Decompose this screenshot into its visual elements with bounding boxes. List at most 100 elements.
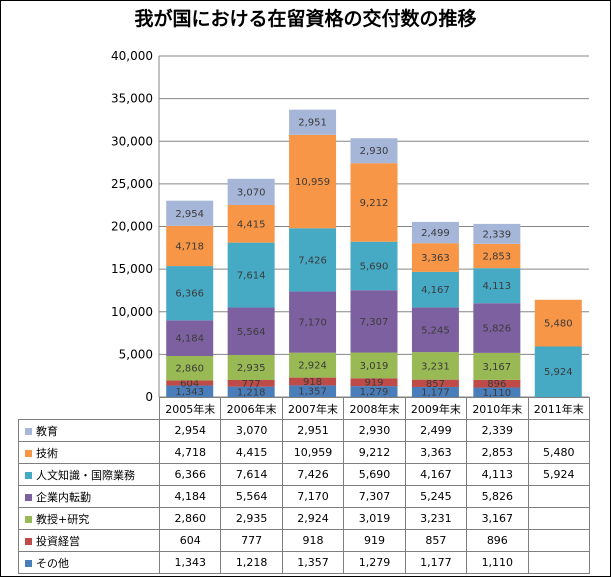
table-cell: 1,218 [220,551,283,574]
data-label: 896 [487,379,506,390]
table-row: 人文知識・国際業務 6,366 7,614 7,426 5,690 4,167 4,113 5… [18,463,590,486]
table-cell: 2,930 [343,419,406,442]
data-label: 1,177 [421,387,450,398]
table-cell: 1,279 [343,551,406,574]
data-label: 2,951 [298,118,327,129]
table-cell: 7,614 [220,463,283,486]
y-tick-label: 0 [145,390,153,404]
bar-segment [411,379,459,387]
data-label: 4,167 [421,285,450,296]
bar-segment [227,242,275,308]
bar-segment [166,356,214,381]
table-cell: 3,231 [404,507,468,530]
bar-segment [227,354,275,380]
bar-segment [473,243,521,269]
data-label: 3,167 [483,362,512,373]
legend-label: 教授+研究 [36,512,90,526]
bar-segment [411,271,459,308]
data-label: 7,307 [360,317,389,328]
bar-segment [473,268,521,304]
table-cell [527,419,590,442]
table-cell: 4,184 [158,485,222,508]
bar-segment [227,379,275,387]
table-cell: 5,924 [527,463,590,486]
data-label: 4,184 [175,334,204,345]
y-tick-label: 15,000 [111,262,153,276]
data-label: 4,718 [175,241,204,252]
bar-segment [289,352,337,378]
bar-segment [411,221,459,244]
table-header-row: 2005年末 2006年末 2007年末 2008年末 2009年末 2010年末 2011… [18,397,590,420]
legend-swatch [25,428,32,435]
data-label: 3,363 [421,253,450,264]
table-cell: 5,564 [220,485,283,508]
data-label: 2,935 [237,363,266,374]
table-cell: 9,212 [343,441,406,464]
legend-entry: 人文知識・国際業務 [18,463,160,486]
table-cell: 7,307 [343,485,406,508]
legend-swatch [25,538,32,545]
table-cell: 3,070 [220,419,283,442]
bar-segment [473,223,521,244]
table-cell: 2,499 [404,419,468,442]
table-cell: 5,245 [404,485,468,508]
data-label: 5,245 [421,325,450,336]
data-label: 857 [426,379,445,390]
bar-segment [166,225,214,267]
x-tick-label: 2010年末 [466,397,529,420]
table-cell: 7,426 [281,463,345,486]
bar-segment [289,385,337,397]
table-row: 教育 2,954 3,070 2,951 2,930 2,499 2,339 [18,419,590,442]
data-label: 7,614 [237,271,266,282]
x-tick-label: 2006年末 [220,397,283,420]
bar-segment [289,134,337,229]
bar-segment [473,387,521,397]
bar-segment [350,163,398,242]
legend-label: 投資経営 [36,534,80,548]
table-cell: 857 [404,529,468,552]
data-label: 604 [180,378,199,389]
data-label: 2,954 [175,209,204,220]
table-corner [18,397,160,420]
y-tick-label: 40,000 [111,49,153,63]
table-cell: 777 [220,529,283,552]
table-cell: 2,951 [281,419,345,442]
legend-entry: 企業内転勤 [18,485,160,508]
data-label: 1,343 [175,387,204,398]
y-tick-label: 5,000 [119,347,153,361]
legend-entry: 投資経営 [18,529,160,552]
data-label: 4,113 [483,281,512,292]
bar-segment [350,290,398,353]
bar-segment [473,352,521,380]
legend-label: 企業内転勤 [36,490,91,504]
data-label: 919 [364,378,383,389]
bar-segment [227,386,275,397]
data-label: 918 [303,377,322,388]
y-tick-label: 25,000 [111,177,153,191]
data-label: 10,959 [295,177,330,188]
legend-label: 人文知識・国際業務 [36,468,135,482]
bar-segment [227,307,275,355]
legend-entry: その他 [18,551,160,574]
data-label: 6,366 [175,289,204,300]
bar-segment [473,303,521,353]
data-label: 2,853 [483,252,512,263]
data-label: 9,212 [360,198,389,209]
data-label: 1,218 [237,387,266,398]
data-label: 5,826 [483,324,512,335]
bar-segment [411,386,459,397]
data-label: 3,070 [237,187,266,198]
x-tick-label: 2007年末 [281,397,345,420]
y-tick-label: 20,000 [111,220,153,234]
table-cell: 3,019 [343,507,406,530]
data-label: 5,480 [544,319,573,330]
table-cell: 4,167 [404,463,468,486]
bar-segment [289,109,337,135]
bar-segment [166,200,214,226]
table-cell: 2,860 [158,507,222,530]
y-tick-label: 35,000 [111,92,153,106]
chart-title: 我が国における在留資格の交付数の推移 [134,8,477,30]
table-cell: 918 [281,529,345,552]
bar-segment [350,352,398,379]
legend-entry: 教育 [18,419,160,442]
